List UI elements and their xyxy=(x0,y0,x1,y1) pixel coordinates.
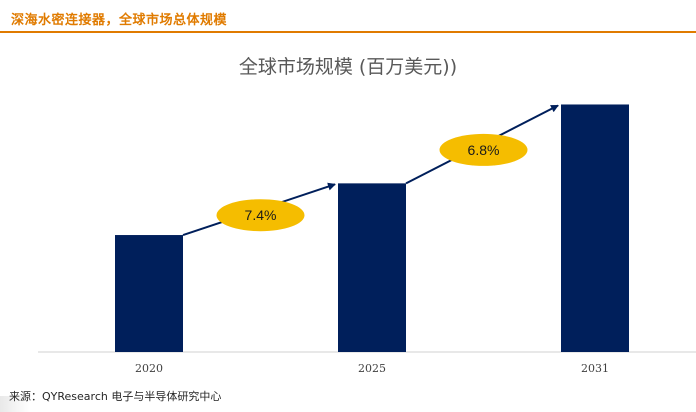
watermark-fade xyxy=(0,396,30,412)
header-divider xyxy=(0,31,696,33)
x-tick-label-2020: 2020 xyxy=(135,362,163,375)
x-tick-label-2025: 2025 xyxy=(358,362,386,375)
growth-badge-2 xyxy=(439,133,528,166)
bar-2025 xyxy=(338,183,406,352)
bar-2020 xyxy=(115,235,183,352)
x-tick-label-2031: 2031 xyxy=(581,362,609,375)
source-note: 来源：QYResearch 电子与半导体研究中心 xyxy=(9,390,222,403)
chart-title: 全球市场规模 (百万美元)) xyxy=(238,56,458,78)
header-title: 深海水密连接器，全球市场总体规模 xyxy=(11,13,228,28)
growth-badge-1 xyxy=(216,199,305,232)
growth-label-1: 7.4% xyxy=(245,207,277,223)
growth-label-2: 6.8% xyxy=(468,142,500,158)
bar-2031 xyxy=(561,104,629,352)
